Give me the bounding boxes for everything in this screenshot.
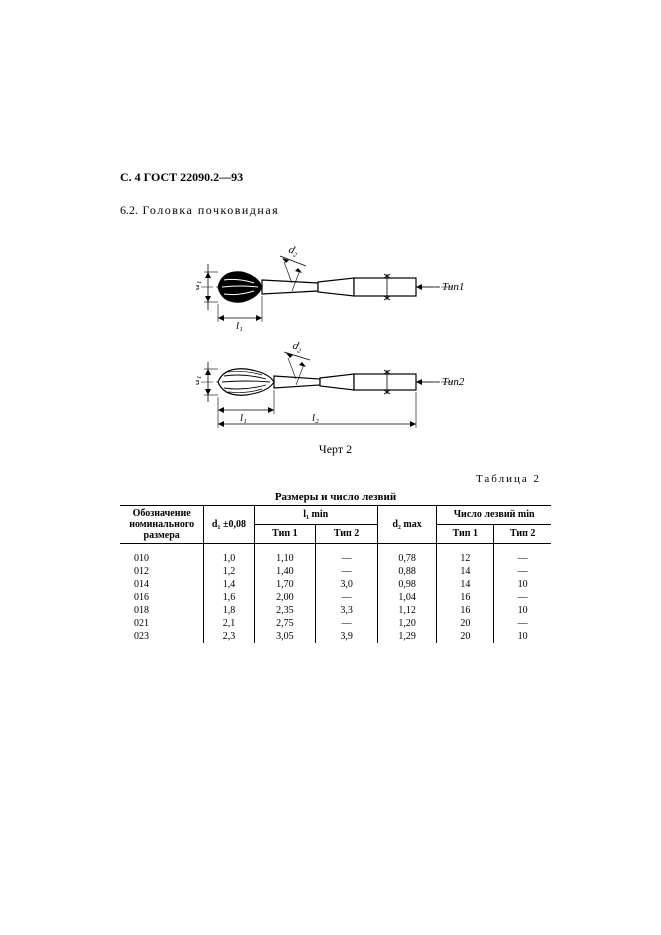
cell-l1t2: 3,9	[316, 630, 378, 643]
th-tip2-l: Тип 2	[316, 524, 378, 543]
cell-l1t1: 1,70	[254, 578, 316, 591]
l1-label-top: l₁	[236, 320, 243, 332]
cell-nt1: 12	[437, 544, 494, 566]
cell-desig: 021	[120, 617, 204, 630]
cell-d2: 0,88	[377, 565, 436, 578]
cell-d2: 1,12	[377, 604, 436, 617]
th-tip2-n: Тип 2	[494, 524, 551, 543]
cell-nt2: —	[494, 591, 551, 604]
table-row: 0161,62,00—1,0416—	[120, 591, 551, 604]
cell-nt2: 10	[494, 578, 551, 591]
cell-l1t2: —	[316, 565, 378, 578]
cell-l1t1: 2,35	[254, 604, 316, 617]
cell-nt1: 20	[437, 630, 494, 643]
cell-nt2: —	[494, 617, 551, 630]
cell-nt2: 10	[494, 630, 551, 643]
page-header: С. 4 ГОСТ 22090.2—93	[120, 170, 551, 185]
cell-d2: 1,04	[377, 591, 436, 604]
th-d1: d₁ ±0,08	[204, 506, 254, 544]
l2-label: l₂	[312, 412, 319, 424]
cell-d2: 0,98	[377, 578, 436, 591]
cell-l1t1: 2,00	[254, 591, 316, 604]
l1-label-bottom: l₁	[240, 412, 247, 424]
cell-desig: 014	[120, 578, 204, 591]
cell-l1t2: —	[316, 591, 378, 604]
tip1-label: Тип1	[442, 281, 464, 293]
cell-nt1: 14	[437, 565, 494, 578]
cell-d1: 2,1	[204, 617, 254, 630]
cell-d1: 2,3	[204, 630, 254, 643]
th-designation: Обозначение номинального размера	[120, 506, 204, 544]
table-row: 0141,41,703,00,981410	[120, 578, 551, 591]
section-number: 6.2.	[120, 203, 138, 217]
d1-label-bottom: d₁	[196, 376, 202, 386]
table-row: 0181,82,353,31,121610	[120, 604, 551, 617]
cell-l1t2: —	[316, 617, 378, 630]
cell-d1: 1,6	[204, 591, 254, 604]
tip2-label: Тип2	[442, 376, 465, 388]
cell-d1: 1,4	[204, 578, 254, 591]
cell-d1: 1,2	[204, 565, 254, 578]
cell-nt1: 14	[437, 578, 494, 591]
table-row: 0121,21,40—0,8814—	[120, 565, 551, 578]
cell-d2: 1,20	[377, 617, 436, 630]
cell-nt2: 10	[494, 604, 551, 617]
table-row: 0212,12,75—1,2020—	[120, 617, 551, 630]
cell-desig: 010	[120, 544, 204, 566]
cell-l1t1: 1,10	[254, 544, 316, 566]
cell-l1t2: —	[316, 544, 378, 566]
dimensions-table: Обозначение номинального размера d₁ ±0,0…	[120, 506, 551, 643]
cell-l1t2: 3,3	[316, 604, 378, 617]
cell-desig: 012	[120, 565, 204, 578]
cell-d1: 1,8	[204, 604, 254, 617]
cell-l1t1: 2,75	[254, 617, 316, 630]
table-body: 0101,01,10—0,7812—0121,21,40—0,8814—0141…	[120, 544, 551, 644]
cell-l1t1: 3,05	[254, 630, 316, 643]
cell-d1: 1,0	[204, 544, 254, 566]
th-l1min: l₁ min	[254, 506, 377, 524]
table-label: Таблица 2	[120, 473, 551, 485]
cell-nt2: —	[494, 544, 551, 566]
section-heading: Головка почковидная	[143, 203, 280, 217]
th-blades: Число лезвий min	[437, 506, 551, 524]
cell-d2: 0,78	[377, 544, 436, 566]
d1-label: d₁	[196, 281, 202, 291]
technical-diagram: Тип1 d₁ d₂ l₁	[196, 232, 476, 432]
cell-desig: 018	[120, 604, 204, 617]
cell-nt1: 20	[437, 617, 494, 630]
cell-desig: 023	[120, 630, 204, 643]
cell-l1t1: 1,40	[254, 565, 316, 578]
cell-nt1: 16	[437, 591, 494, 604]
d2-label-top: d₂	[286, 244, 299, 259]
cell-nt1: 16	[437, 604, 494, 617]
diagram-caption: Черт 2	[120, 442, 551, 457]
th-d2max: d₂ max	[377, 506, 436, 544]
cell-desig: 016	[120, 591, 204, 604]
cell-d2: 1,29	[377, 630, 436, 643]
th-tip1-l: Тип 1	[254, 524, 316, 543]
th-tip1-n: Тип 1	[437, 524, 494, 543]
cell-nt2: —	[494, 565, 551, 578]
cell-l1t2: 3,0	[316, 578, 378, 591]
section-title: 6.2. Головка почковидная	[120, 203, 551, 218]
table-title: Размеры и число лезвий	[120, 491, 551, 506]
table-row: 0101,01,10—0,7812—	[120, 544, 551, 566]
d2-label-bottom: d₂	[291, 339, 304, 353]
table-row: 0232,33,053,91,292010	[120, 630, 551, 643]
